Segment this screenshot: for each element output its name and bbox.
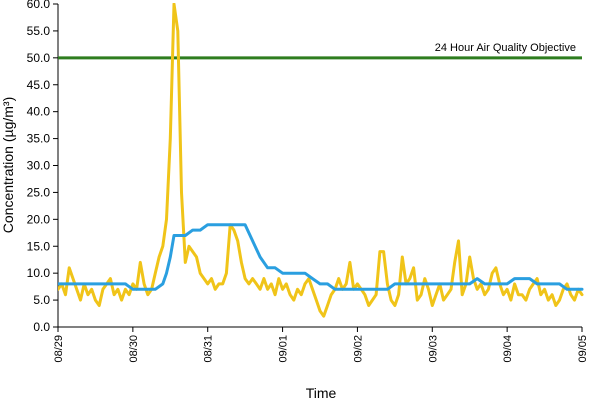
series-line-blue [58, 223, 584, 291]
series-line-yellow [58, 3, 584, 318]
x-tick-label: 08/29 [53, 335, 65, 363]
x-tick-label: 09/01 [278, 335, 290, 363]
y-tick-label: 25.0 [27, 185, 51, 199]
y-axis-title: Concentration (µg/m³) [0, 97, 16, 233]
y-tick-label: 35.0 [27, 132, 51, 146]
y-tick-label: 10.0 [27, 266, 51, 280]
y-tick-label: 15.0 [27, 239, 51, 253]
y-tick-label: 30.0 [27, 159, 51, 173]
y-tick-label: 5.0 [33, 293, 50, 307]
series-group [58, 3, 584, 318]
y-tick-label: 20.0 [27, 212, 51, 226]
x-tick-label: 09/02 [352, 335, 364, 363]
y-tick-label: 40.0 [27, 105, 51, 119]
x-tick-label: 08/30 [128, 335, 140, 363]
x-tick-label: 09/05 [577, 335, 589, 363]
y-tick-label: 60.0 [27, 0, 51, 11]
x-axis-ticks: 08/29 08/30 08/31 09/01 09/02 09/03 09/04 09/05 [53, 327, 589, 363]
y-axis-ticks: 0.0 5.0 10.0 15.0 20.0 25.0 30.0 35.0 40.0 45.0 50… [27, 0, 58, 334]
x-tick-label: 09/04 [502, 335, 514, 363]
x-axis-title: Time [306, 385, 337, 400]
y-tick-label: 55.0 [27, 24, 51, 38]
x-tick-label: 08/31 [203, 335, 215, 363]
y-tick-label: 0.0 [33, 320, 50, 334]
reference-line-group: 24 Hour Air Quality Objective [58, 42, 582, 60]
y-tick-label: 50.0 [27, 51, 51, 65]
y-tick-label: 45.0 [27, 78, 51, 92]
reference-line-label: 24 Hour Air Quality Objective [435, 42, 576, 54]
x-tick-label: 09/03 [427, 335, 439, 363]
